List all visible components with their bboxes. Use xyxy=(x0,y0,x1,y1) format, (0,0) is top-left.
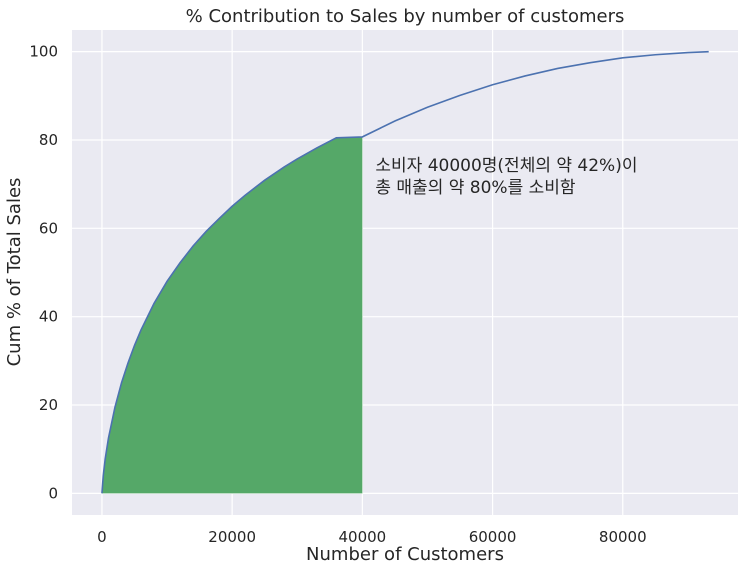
x-tick-label: 0 xyxy=(97,528,107,546)
line-layer xyxy=(101,50,709,494)
x-axis-label: Number of Customers xyxy=(306,544,504,565)
y-axis-label: Cum % of Total Sales xyxy=(4,178,25,367)
y-tick-label: 0 xyxy=(48,484,58,502)
annotation-line-2: 총 매출의 약 80%를 소비함 xyxy=(375,178,576,198)
y-tick-label: 60 xyxy=(39,219,58,237)
x-tick-label: 80000 xyxy=(599,528,647,546)
x-tick-label: 20000 xyxy=(208,528,256,546)
filled-area-top-customers xyxy=(101,136,363,494)
x-tick-label: 60000 xyxy=(469,528,517,546)
tick-labels: 0 20000 40000 60000 80000 0 20 40 60 80 100 xyxy=(29,43,646,546)
y-tick-label: 20 xyxy=(39,396,58,414)
chart-title: % Contribution to Sales by number of cus… xyxy=(186,6,625,27)
x-tick-label: 40000 xyxy=(338,528,386,546)
annotation: 소비자 40000명(전체의 약 42%)이 총 매출의 약 80%를 소비함 xyxy=(375,156,637,198)
y-tick-label: 100 xyxy=(29,43,58,61)
annotation-line-1: 소비자 40000명(전체의 약 42%)이 xyxy=(375,156,637,176)
cumulative-sales-line xyxy=(101,50,709,494)
y-tick-label: 80 xyxy=(39,131,58,149)
y-tick-label: 40 xyxy=(39,308,58,326)
fill-area-layer xyxy=(101,136,363,494)
